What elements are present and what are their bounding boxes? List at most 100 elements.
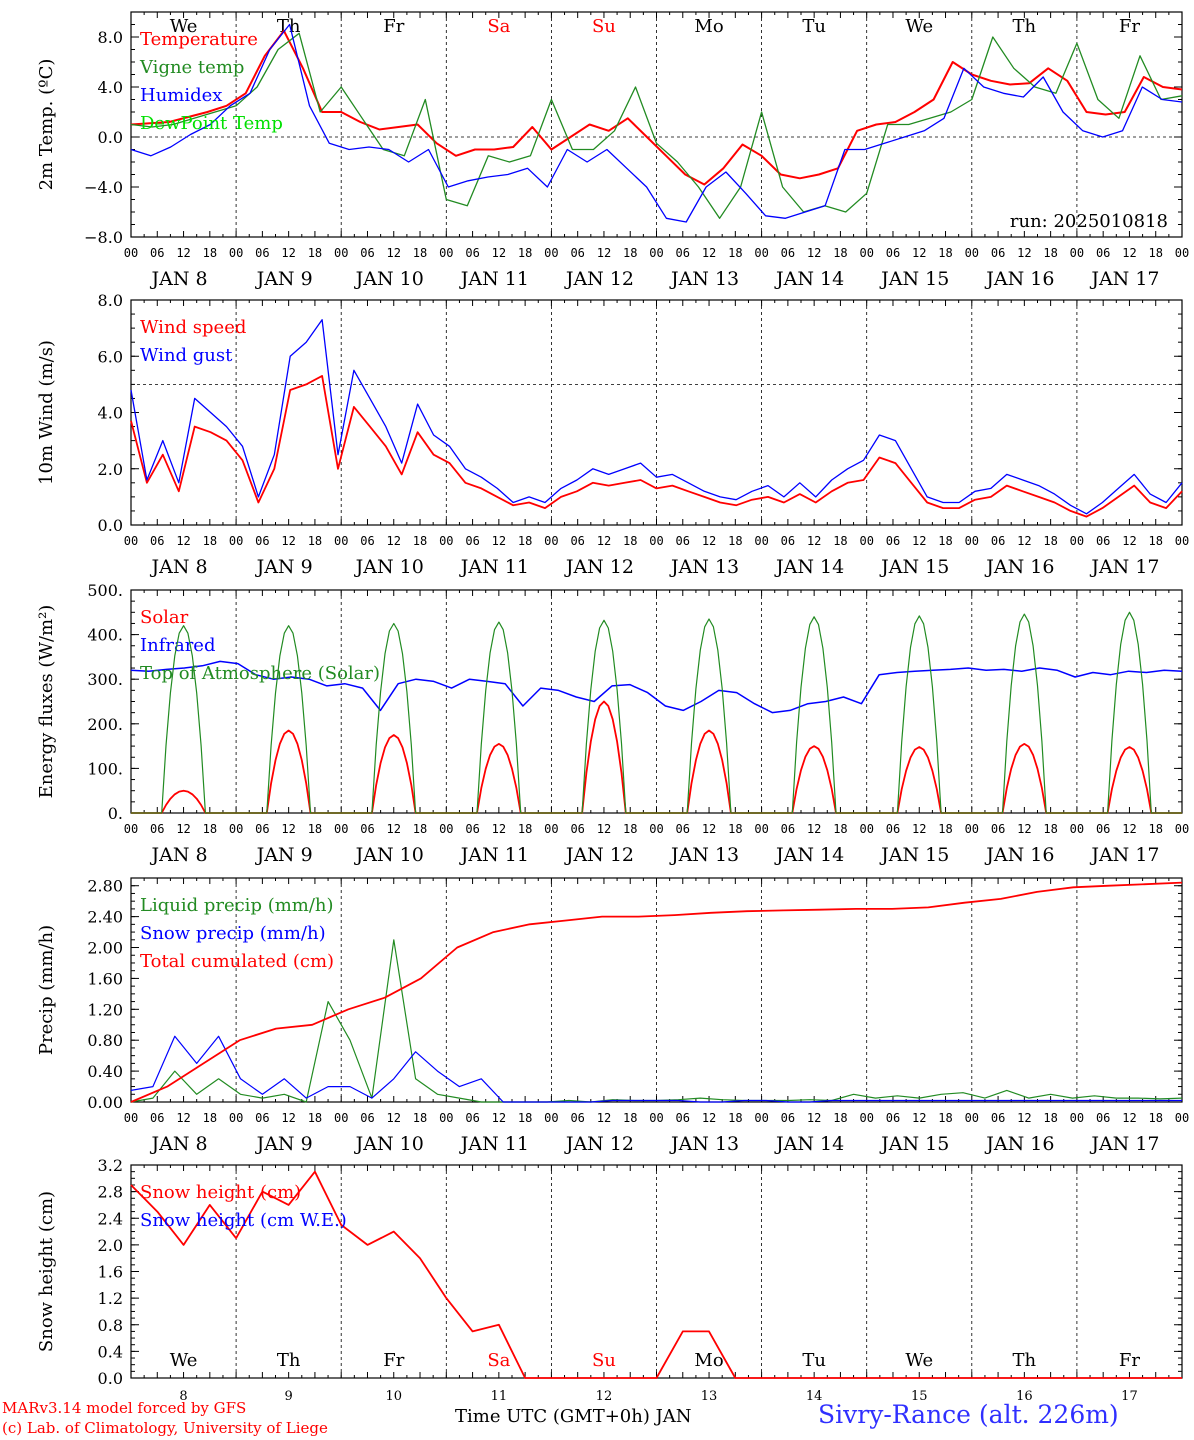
hour-label: 06	[570, 534, 584, 548]
hour-label: 12	[492, 246, 506, 260]
y-tick-label: 3.2	[98, 1156, 123, 1175]
date-label: JAN 16	[984, 268, 1054, 290]
hour-label: 18	[1148, 534, 1162, 548]
y-tick-label: 1.60	[87, 969, 123, 988]
hour-label: 06	[991, 1111, 1005, 1125]
y-tick-label: 0.0	[98, 128, 123, 147]
hour-label: 00	[229, 1111, 243, 1125]
date-label: JAN 8	[150, 844, 208, 866]
hour-label: 12	[281, 534, 295, 548]
legend-entry: Snow precip (mm/h)	[140, 923, 326, 944]
hour-label: 00	[754, 1111, 768, 1125]
hour-label: 06	[781, 246, 795, 260]
y-tick-label: 2.4	[98, 1209, 123, 1228]
legend-entry: Snow height (cm W.E.)	[140, 1210, 347, 1231]
hour-label: 00	[1175, 1111, 1189, 1125]
y-tick-label: 1.20	[87, 1000, 123, 1019]
hour-label: 12	[281, 822, 295, 836]
y-tick-label: 0.00	[87, 1093, 123, 1112]
day-number-label: 17	[1121, 1389, 1138, 1404]
hour-label: 00	[124, 534, 138, 548]
date-label: JAN 15	[879, 556, 949, 578]
y-tick-label: 500.	[87, 581, 123, 600]
hour-label: 00	[439, 822, 453, 836]
hour-label: 18	[308, 822, 322, 836]
hour-label: 00	[754, 534, 768, 548]
hour-label: 12	[1122, 534, 1136, 548]
date-label: JAN 14	[774, 844, 844, 866]
hour-label: 18	[623, 1111, 637, 1125]
y-axis-label: Energy fluxes (W/m²)	[36, 605, 57, 799]
hour-label: 06	[886, 246, 900, 260]
hour-label: 06	[255, 822, 269, 836]
series-line-humidex	[130, 23, 1183, 223]
y-tick-label: 6.0	[98, 347, 123, 366]
hour-label: 00	[229, 822, 243, 836]
hour-label: 00	[1070, 246, 1084, 260]
hour-label: 18	[1043, 246, 1057, 260]
hour-label: 12	[176, 534, 190, 548]
weekday-label: Sa	[487, 16, 510, 37]
date-label: JAN 14	[774, 556, 844, 578]
series-line-wind-gust	[130, 319, 1183, 515]
series-line-total-cumulated-cm-	[130, 881, 1183, 1103]
hour-label: 00	[229, 534, 243, 548]
date-label: JAN 16	[984, 556, 1054, 578]
hour-label: 18	[833, 246, 847, 260]
hour-label: 12	[597, 534, 611, 548]
date-label: JAN 17	[1089, 844, 1159, 866]
weekday-label: We	[905, 16, 933, 37]
hour-label: 18	[203, 1111, 217, 1125]
weekday-label: Mo	[694, 1350, 723, 1371]
y-tick-label: 0.	[108, 804, 123, 823]
hour-label: 06	[676, 534, 690, 548]
y-tick-label: −8.0	[84, 228, 123, 247]
y-tick-label: 2.40	[87, 908, 123, 927]
y-tick-label: 2.0	[98, 460, 123, 479]
date-label: JAN 8	[150, 1133, 208, 1155]
y-axis-label: Precip (mm/h)	[36, 925, 57, 1055]
y-tick-label: 200.	[87, 715, 123, 734]
hour-label: 12	[912, 246, 926, 260]
weekday-label: We	[905, 1350, 933, 1371]
hour-label: 12	[492, 534, 506, 548]
panel-wind: 0.0 2.0 4.0 6.0 8.0 10m Wind (m/s) 00 06 12 18 JAN…	[36, 291, 1189, 578]
hour-label: 06	[676, 822, 690, 836]
hour-label: 00	[859, 246, 873, 260]
date-label: JAN 17	[1089, 268, 1159, 290]
day-number-label: 13	[701, 1389, 718, 1404]
legend-entry: Total cumulated (cm)	[140, 951, 334, 972]
date-label: JAN 15	[879, 1133, 949, 1155]
hour-label: 12	[702, 1111, 716, 1125]
hour-label: 18	[203, 534, 217, 548]
hour-label: 06	[570, 246, 584, 260]
date-label: JAN 8	[150, 556, 208, 578]
hour-label: 06	[781, 534, 795, 548]
hour-label: 06	[1096, 822, 1110, 836]
date-label: JAN 12	[564, 268, 634, 290]
hour-label: 00	[965, 246, 979, 260]
hour-label: 00	[1175, 822, 1189, 836]
hour-label: 06	[465, 1111, 479, 1125]
date-label: JAN 11	[459, 268, 529, 290]
hour-label: 00	[965, 534, 979, 548]
hour-label: 06	[676, 246, 690, 260]
legend-entry: Solar	[140, 607, 189, 628]
hour-label: 06	[570, 822, 584, 836]
hour-label: 06	[150, 534, 164, 548]
hour-label: 00	[859, 822, 873, 836]
hour-label: 12	[1122, 822, 1136, 836]
y-tick-label: 400.	[87, 626, 123, 645]
date-label: JAN 8	[150, 268, 208, 290]
date-label: JAN 14	[774, 1133, 844, 1155]
hour-label: 06	[465, 534, 479, 548]
weekday-label: Fr	[1119, 1350, 1140, 1371]
hour-label: 12	[702, 246, 716, 260]
y-tick-label: 8.0	[98, 291, 123, 310]
hour-label: 18	[833, 1111, 847, 1125]
hour-label: 12	[1017, 534, 1031, 548]
date-label: JAN 14	[774, 268, 844, 290]
hour-label: 12	[1017, 1111, 1031, 1125]
hour-label: 18	[308, 534, 322, 548]
y-axis-label: Snow height (cm)	[36, 1191, 57, 1352]
